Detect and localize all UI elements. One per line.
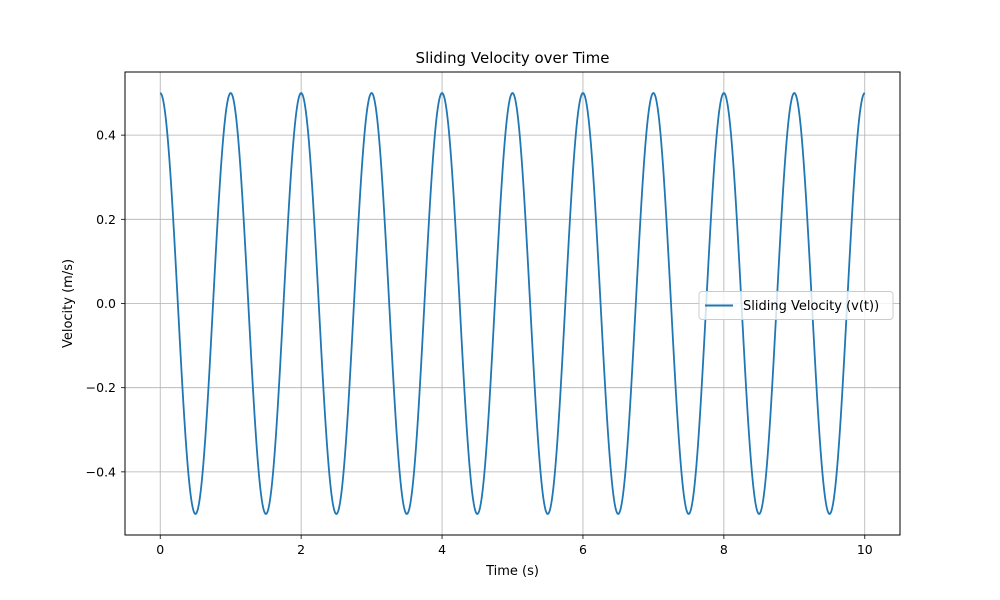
x-tick-label: 10 [857,542,873,557]
x-axis-label: Time (s) [485,564,539,579]
chart-title: Sliding Velocity over Time [416,49,610,67]
series-line [159,92,866,515]
grid [125,72,900,535]
x-tick-label: 2 [297,542,305,557]
x-tick-label: 8 [720,542,728,557]
legend-label: Sliding Velocity (v(t)) [743,299,879,314]
series-layer [159,92,866,515]
x-axis-ticks: 0 2 4 6 8 10 [156,535,873,557]
y-tick-label: −0.2 [86,380,116,395]
legend-box [698,291,894,320]
x-tick-label: 4 [438,542,446,557]
y-axis-ticks: −0.4 −0.2 0.0 0.2 0.4 [86,128,125,479]
y-tick-label: −0.4 [86,464,116,479]
y-tick-label: 0.0 [96,296,116,311]
x-tick-label: 0 [156,542,164,557]
y-tick-label: 0.2 [96,212,116,227]
x-tick-label: 6 [579,542,587,557]
y-tick-label: 0.4 [96,128,116,143]
legend: Sliding Velocity (v(t)) [698,291,894,320]
y-axis-label: Velocity (m/s) [61,259,76,348]
